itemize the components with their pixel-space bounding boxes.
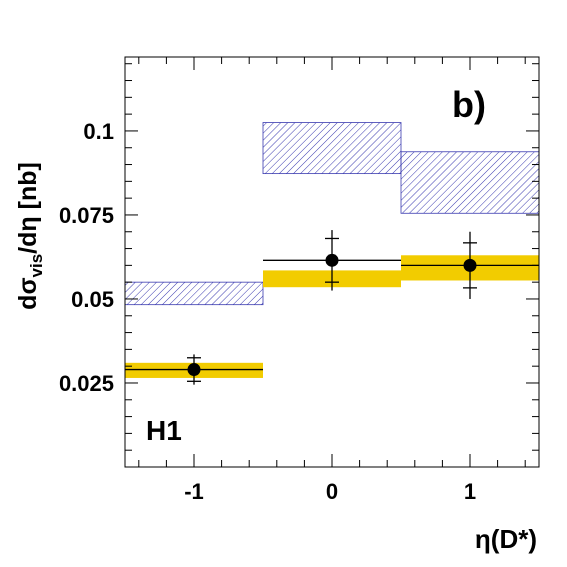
y-axis-label-main: dσ xyxy=(14,277,42,309)
data-point-0 xyxy=(187,363,201,377)
x-tick-label-0: -1 xyxy=(184,479,204,504)
x-axis-label: η(D*) xyxy=(475,524,537,554)
error-bars xyxy=(187,230,477,385)
y-tick-label-1: 0.05 xyxy=(71,287,114,312)
hatched-band-layer xyxy=(124,122,540,306)
hatched-band-bin-2 xyxy=(400,151,540,214)
data-point-2 xyxy=(463,258,477,272)
experiment-label: H1 xyxy=(146,415,182,446)
data-point-1 xyxy=(325,253,339,267)
x-tick-label-2: 1 xyxy=(464,479,476,504)
panel-label: b) xyxy=(452,84,486,125)
axis-ticks xyxy=(125,57,539,468)
x-tick-label-1: 0 xyxy=(326,479,338,504)
y-axis-label-tail: /dη [nb] xyxy=(14,162,42,254)
y-axis-label: dσvis/dη [nb] xyxy=(14,162,46,310)
y-axis-label-sub: vis xyxy=(27,254,46,278)
y-tick-label-2: 0.075 xyxy=(59,203,114,228)
y-tick-label-3: 0.1 xyxy=(83,119,114,144)
hatched-band-bin-1 xyxy=(262,122,402,175)
tick-labels: 0.025 0.05 0.075 0.1 -1 0 1 xyxy=(59,119,476,504)
data-points xyxy=(187,253,477,377)
hatched-band-bin-0 xyxy=(124,281,264,306)
y-tick-label-0: 0.025 xyxy=(59,371,114,396)
